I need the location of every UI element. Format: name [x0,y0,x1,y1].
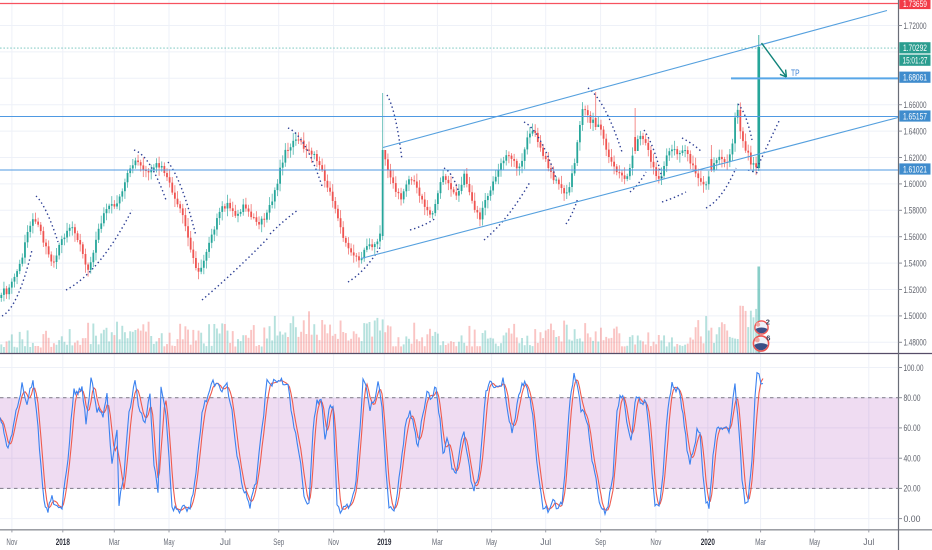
svg-text:1.54000: 1.54000 [904,258,927,268]
svg-text:1.68061: 1.68061 [903,73,927,83]
svg-text:1.62000: 1.62000 [904,153,927,163]
svg-text:1.72000: 1.72000 [904,21,927,31]
svg-text:Nov: Nov [328,537,339,548]
svg-text:1.61021: 1.61021 [903,164,927,174]
svg-text:Mar: Mar [432,537,443,548]
svg-text:0.00: 0.00 [904,514,921,524]
svg-text:1.56000: 1.56000 [904,232,927,242]
svg-text:1.64000: 1.64000 [904,126,927,136]
svg-text:Jul: Jul [540,537,551,548]
svg-text:1.48000: 1.48000 [904,338,927,348]
svg-text:Mar: Mar [755,537,766,548]
svg-text:15:01:27: 15:01:27 [903,56,928,66]
svg-text:80.00: 80.00 [904,393,921,403]
svg-text:6: 6 [766,334,770,343]
svg-text:TP: TP [791,68,800,79]
svg-text:2019: 2019 [377,537,391,548]
svg-text:1.50000: 1.50000 [904,311,927,321]
svg-text:Nov: Nov [6,537,17,548]
svg-text:Mar: Mar [109,537,120,548]
svg-text:2020: 2020 [701,537,715,548]
svg-text:Sep: Sep [273,537,284,548]
svg-text:1.60000: 1.60000 [904,179,927,189]
svg-text:May: May [164,537,175,548]
svg-text:1.66000: 1.66000 [904,100,927,110]
svg-text:1.73659: 1.73659 [903,0,927,9]
svg-text:1.58000: 1.58000 [904,206,927,216]
svg-text:Jul: Jul [863,537,874,548]
svg-text:May: May [486,537,497,548]
svg-text:1.65157: 1.65157 [903,111,927,121]
svg-text:20.00: 20.00 [904,484,921,494]
svg-text:1.52000: 1.52000 [904,285,927,295]
svg-text:May: May [809,537,820,548]
svg-text:60.00: 60.00 [904,423,921,433]
svg-text:100.00: 100.00 [904,363,924,373]
svg-text:1.70292: 1.70292 [903,43,927,53]
svg-text:40.00: 40.00 [904,454,921,464]
svg-text:Nov: Nov [650,537,661,548]
svg-text:Sep: Sep [595,537,606,548]
svg-text:2018: 2018 [56,537,70,548]
svg-text:Jul: Jul [220,537,231,548]
svg-text:2: 2 [766,318,770,327]
